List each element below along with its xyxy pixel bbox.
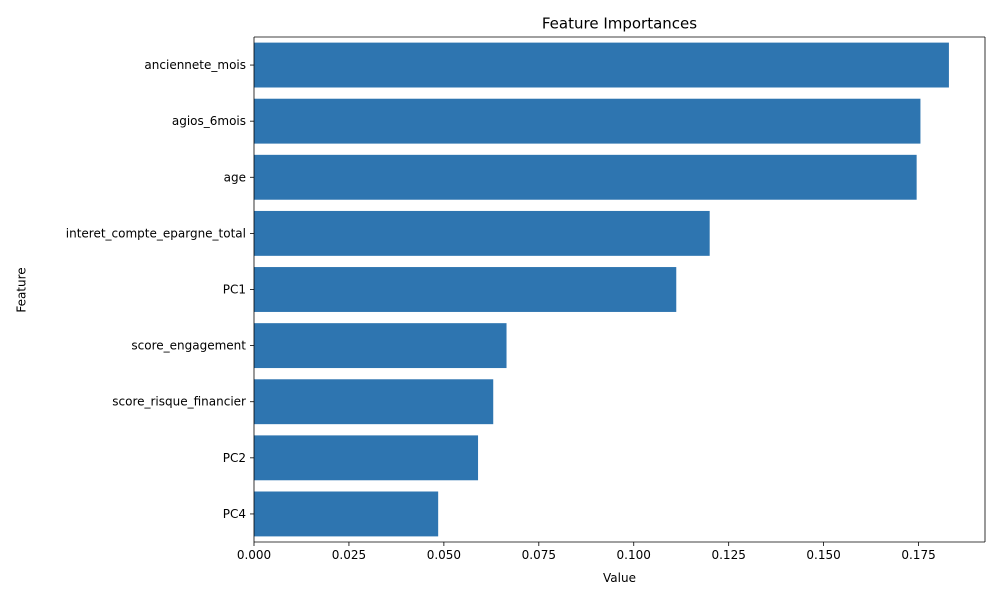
bar-PC1	[254, 267, 677, 312]
x-tick-label: 0.025	[332, 548, 366, 562]
y-tick-label: score_engagement	[131, 339, 246, 353]
axis-spines	[253, 36, 986, 543]
chart-title: Feature Importances	[542, 15, 697, 33]
y-tick-label: PC1	[223, 283, 246, 297]
x-tick-label: 0.125	[711, 548, 745, 562]
bar-agios_6mois	[254, 98, 921, 144]
bar-PC4	[254, 491, 439, 537]
x-tick-label: 0.075	[522, 548, 556, 562]
bar-anciennete_mois	[254, 42, 949, 88]
y-tick-label: interet_compte_epargne_total	[66, 226, 246, 240]
x-tick-label: 0.050	[427, 548, 461, 562]
y-tick-label: anciennete_mois	[144, 58, 246, 72]
x-tick-label: 0.000	[237, 548, 271, 562]
x-tick-label: 0.175	[901, 548, 935, 562]
bar-PC2	[254, 435, 479, 481]
bar-score_engagement	[254, 323, 507, 369]
y-tick-label: PC4	[223, 507, 246, 521]
bars-group	[254, 42, 949, 537]
y-tick-label: score_risque_financier	[112, 395, 246, 409]
x-tick-label: 0.100	[617, 548, 651, 562]
y-tick-label: PC2	[223, 451, 246, 465]
x-axis-ticks: 0.000 0.025 0.050 0.075 0.100 0.125 0.150 0.175	[237, 542, 936, 562]
x-tick-label: 0.150	[806, 548, 840, 562]
bar-score_risque_financier	[254, 379, 494, 425]
x-axis-label: Value	[603, 571, 636, 585]
y-axis-label: Feature	[15, 267, 29, 312]
y-tick-label: agios_6mois	[172, 114, 246, 128]
bar-age	[254, 154, 917, 200]
y-tick-label: age	[224, 170, 246, 184]
bar-interet_compte_epargne_total	[254, 210, 710, 256]
